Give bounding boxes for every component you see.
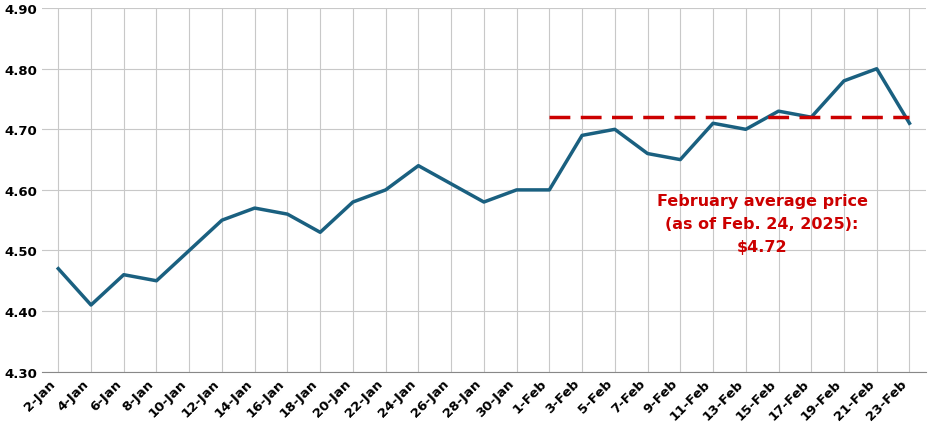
Text: (as of Feb. 24, 2025):: (as of Feb. 24, 2025): <box>666 216 858 231</box>
Text: February average price: February average price <box>657 193 868 208</box>
Text: $4.72: $4.72 <box>737 239 788 254</box>
